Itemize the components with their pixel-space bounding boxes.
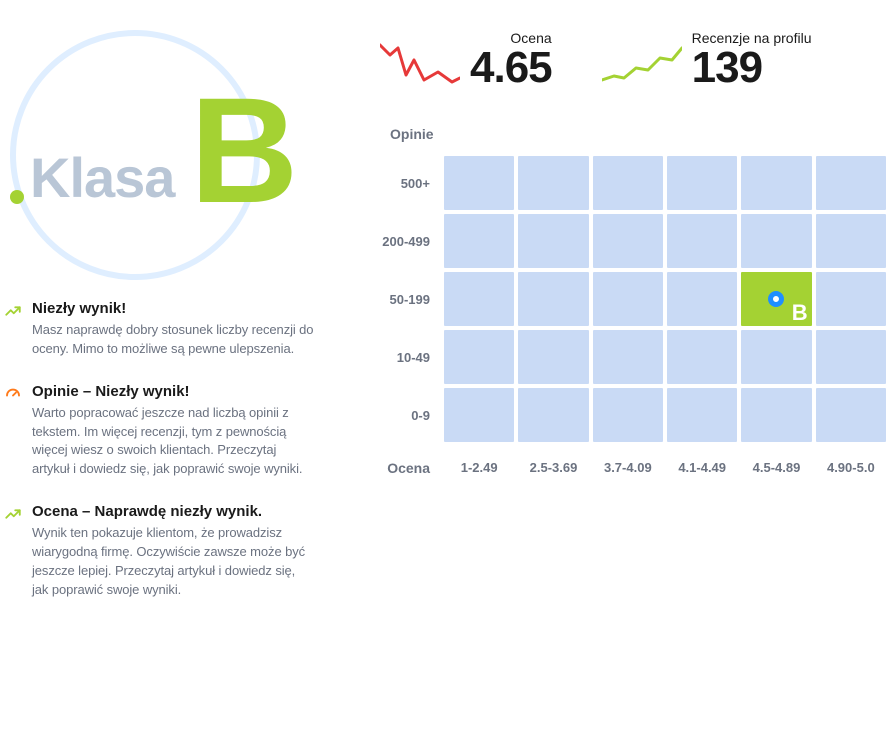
heatmap-x-axis: Ocena1-2.492.5-3.69 3.7-4.094.1-4.494.5-4… [350, 460, 886, 476]
heatmap-cell [667, 156, 737, 210]
heatmap-row-label: 500+ [350, 156, 440, 210]
heatmap-cell [444, 156, 514, 210]
heatmap-cell [518, 388, 588, 442]
heatmap-cell [593, 272, 663, 326]
stat-reviews-value: 139 [692, 46, 812, 90]
stat-rating: Ocena 4.65 [380, 30, 552, 90]
feedback-description: Masz naprawdę dobry stosunek liczby rece… [32, 321, 314, 359]
heatmap-cell [593, 388, 663, 442]
heatmap-row-label: 50-199 [350, 272, 440, 326]
trend-up-icon [4, 503, 32, 599]
heatmap-col-label: 4.1-4.49 [667, 460, 737, 476]
heatmap-cell: B [741, 272, 811, 326]
heatmap-cell [667, 388, 737, 442]
feedback-item: Opinie – Niezły wynik! Warto popracować j… [4, 383, 320, 479]
stat-rating-value: 4.65 [470, 46, 552, 90]
badge-dot [10, 190, 24, 204]
trend-up-icon [4, 300, 32, 359]
heatmap-cell [593, 214, 663, 268]
heatmap-cell [741, 156, 811, 210]
heatmap-row-label: 200-499 [350, 214, 440, 268]
feedback-description: Warto popracować jeszcze nad liczbą opin… [32, 404, 314, 479]
heatmap-col-label: 4.90-5.0 [816, 460, 886, 476]
heatmap-cell [667, 272, 737, 326]
heatmap-row-label: 10-49 [350, 330, 440, 384]
heatmap-x-axis-title: Ocena [350, 460, 440, 476]
feedback-title: Ocena – Naprawdę niezły wynik. [32, 503, 314, 520]
badge-grade-letter: B [190, 75, 290, 225]
heatmap-cell [741, 388, 811, 442]
heatmap-cell [816, 214, 886, 268]
feedback-item: Niezły wynik! Masz naprawdę dobry stosune… [4, 300, 320, 359]
feedback-title: Opinie – Niezły wynik! [32, 383, 314, 400]
heatmap-cell [444, 214, 514, 268]
sparkline-reviews-icon [602, 40, 682, 90]
heatmap-cell [816, 156, 886, 210]
grade-badge: Klasa B [0, 20, 320, 280]
right-column: Ocena 4.65 Recenzje na profilu 139 Opini… [330, 0, 896, 732]
heatmap-col-label: 2.5-3.69 [518, 460, 588, 476]
heatmap: Opinie 500+200-49950-199 B 10-490-9 Ocena1… [350, 126, 886, 476]
gauge-icon [4, 383, 32, 479]
feedback-item: Ocena – Naprawdę niezły wynik. Wynik ten … [4, 503, 320, 599]
badge-prefix: Klasa [30, 145, 174, 210]
heatmap-cell [593, 156, 663, 210]
heatmap-grid: 500+200-49950-199 B 10-490-9 [350, 156, 886, 442]
heatmap-row-label: 0-9 [350, 388, 440, 442]
heatmap-grade-letter: B [792, 300, 808, 326]
feedback-list: Niezły wynik! Masz naprawdę dobry stosune… [0, 300, 320, 599]
heatmap-cell [444, 330, 514, 384]
feedback-description: Wynik ten pokazuje klientom, że prowadzi… [32, 524, 314, 599]
left-column: Klasa B Niezły wynik! Masz naprawdę dobry… [0, 0, 330, 732]
stat-reviews: Recenzje na profilu 139 [602, 30, 812, 90]
heatmap-cell [816, 272, 886, 326]
dashboard: Klasa B Niezły wynik! Masz naprawdę dobry… [0, 0, 896, 732]
heatmap-cell [816, 330, 886, 384]
feedback-title: Niezły wynik! [32, 300, 314, 317]
heatmap-cell [741, 330, 811, 384]
stats-row: Ocena 4.65 Recenzje na profilu 139 [350, 30, 886, 90]
heatmap-cell [816, 388, 886, 442]
heatmap-y-axis-title: Opinie [390, 126, 886, 142]
heatmap-cell [667, 214, 737, 268]
heatmap-col-label: 4.5-4.89 [741, 460, 811, 476]
heatmap-cell [518, 272, 588, 326]
heatmap-marker [768, 291, 784, 307]
heatmap-cell [518, 156, 588, 210]
heatmap-cell [444, 388, 514, 442]
heatmap-cell [593, 330, 663, 384]
heatmap-cell [741, 214, 811, 268]
sparkline-rating-icon [380, 40, 460, 90]
heatmap-cell [667, 330, 737, 384]
heatmap-cell [518, 330, 588, 384]
heatmap-cell [518, 214, 588, 268]
heatmap-col-label: 1-2.49 [444, 460, 514, 476]
heatmap-cell [444, 272, 514, 326]
heatmap-col-label: 3.7-4.09 [593, 460, 663, 476]
